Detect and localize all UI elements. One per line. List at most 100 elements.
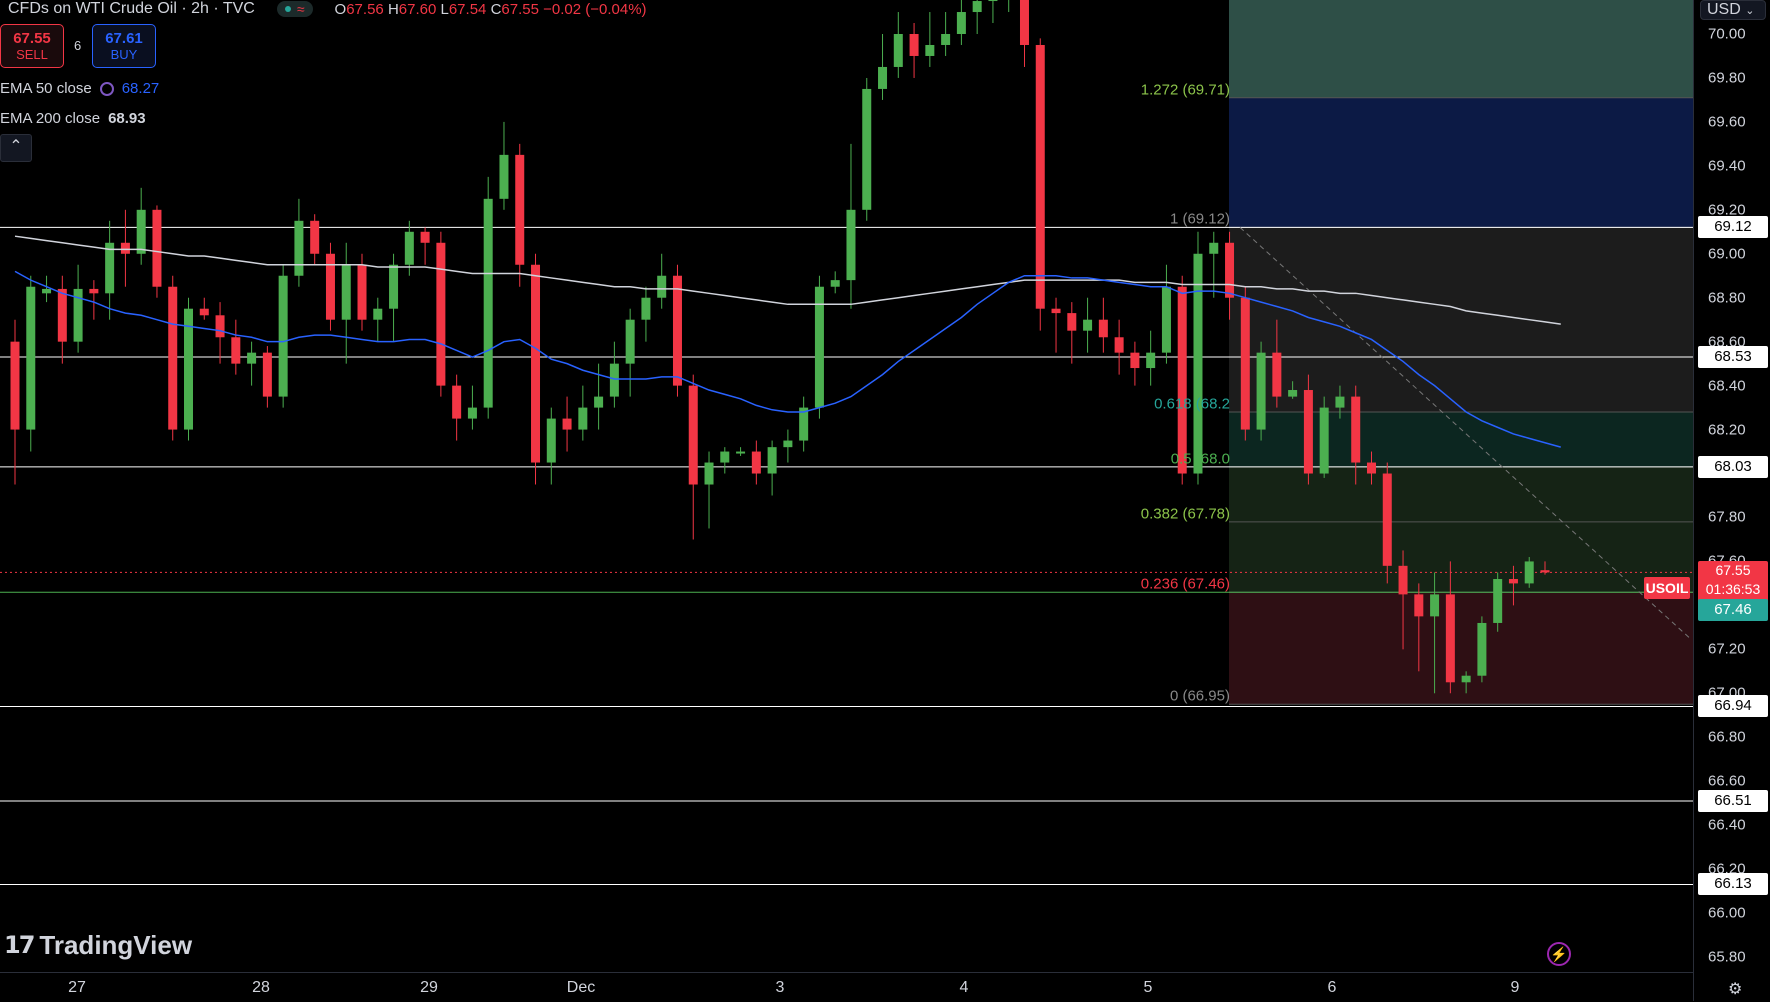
candle-body (1477, 622, 1487, 676)
brand-name: TradingView (39, 930, 193, 960)
price-tick: 67.20 (1708, 640, 1746, 658)
candle-body (909, 34, 919, 56)
candle-body (1083, 319, 1093, 331)
candle-body (10, 341, 20, 430)
fib-label: 0 (66.95) (1169, 687, 1230, 705)
candle-body (1240, 297, 1250, 430)
candle-body (420, 231, 430, 243)
price-tick: 69.60 (1708, 113, 1746, 131)
loading-icon (99, 81, 114, 96)
price-tick: 65.80 (1708, 948, 1746, 966)
candle-body (1193, 253, 1203, 474)
fib-band (1229, 97, 1693, 228)
candle-body (325, 253, 335, 320)
buy-label: BUY (110, 47, 138, 62)
candle-body (956, 12, 966, 34)
settings-gear-icon[interactable]: ⚙ (1728, 981, 1743, 998)
time-tick: 29 (420, 979, 438, 996)
chevron-down-icon: ⌄ (1745, 5, 1755, 17)
candle-body (1540, 570, 1550, 573)
candle-body (1225, 242, 1235, 298)
level-price-label: 69.12 (1698, 216, 1768, 239)
ema200-label: EMA 200 close (0, 110, 101, 127)
ema200-legend[interactable]: EMA 200 close 68.93 (0, 110, 146, 127)
price-tick: 66.40 (1708, 816, 1746, 834)
fib-label: 0.5 (68.0 (1170, 450, 1230, 468)
price-tick: 69.00 (1708, 245, 1746, 263)
candle-body (483, 198, 493, 408)
candle-body (1382, 473, 1392, 566)
candle-body (515, 154, 525, 265)
candle-body (215, 315, 225, 338)
fib-label: 0.382 (67.78) (1140, 505, 1230, 523)
candle-body (73, 288, 83, 342)
candle-body (1067, 313, 1077, 331)
time-axis[interactable]: 27 28 29 Dec 3 4 5 6 9 (0, 972, 1693, 1002)
buy-button[interactable]: 67.61 BUY (92, 24, 156, 68)
time-tick: 3 (775, 979, 785, 996)
flash-icon[interactable]: ⚡ (1547, 942, 1571, 966)
sell-label: SELL (16, 47, 48, 62)
level-price-label: 66.94 (1698, 695, 1768, 718)
tradingview-mark-icon: 𝟭𝟳 (4, 932, 35, 959)
time-tick: 4 (959, 979, 969, 996)
candle-body (120, 242, 130, 254)
candle-body (830, 280, 840, 287)
ema200-line (14, 235, 1561, 325)
candle-body (1051, 308, 1061, 314)
candle-body (1493, 579, 1503, 623)
symbol-title[interactable]: CFDs on WTI Crude Oil · 2h · TVC (8, 0, 255, 17)
ema50-label: EMA 50 close (0, 80, 92, 97)
candle-body (988, 0, 998, 2)
candle-body (199, 308, 209, 316)
candle-body (467, 407, 477, 419)
candle-body (1177, 286, 1187, 474)
candle-body (452, 385, 462, 419)
candle-body (736, 451, 746, 454)
candle-body (1398, 565, 1408, 595)
fib-band (1229, 0, 1693, 98)
sell-button[interactable]: 67.55 SELL (0, 24, 64, 68)
price-axis[interactable]: 70.00 69.80 69.60 69.40 69.20 69.00 68.80 68.60… (1693, 0, 1770, 1001)
ema50-legend[interactable]: EMA 50 close 68.27 (0, 80, 159, 97)
candle-body (846, 209, 856, 281)
time-tick: Dec (566, 979, 596, 996)
tradingview-logo[interactable]: 𝟭𝟳 TradingView (4, 930, 192, 961)
candle-body (404, 231, 414, 265)
market-status-badge[interactable]: ≈ (276, 1, 313, 17)
currency-select[interactable]: USD ⌄ (1700, 0, 1766, 20)
candle-body (57, 288, 67, 342)
candle-body (609, 363, 619, 397)
price-tick: 66.60 (1708, 772, 1746, 790)
candle-body (1445, 594, 1455, 683)
candle-body (278, 275, 288, 397)
collapse-legend-button[interactable]: ⌃ (0, 134, 32, 162)
candle-body (783, 440, 793, 448)
change-value: −0.02 (−0.04%) (543, 0, 647, 18)
candle-body (625, 319, 635, 364)
price-tick: 66.00 (1708, 904, 1746, 922)
price-tick: 68.20 (1708, 421, 1746, 439)
candle-body (1209, 242, 1219, 254)
sell-price: 67.55 (13, 30, 51, 47)
time-tick: 27 (68, 979, 86, 996)
candle-body (594, 396, 604, 408)
candle-body (1256, 352, 1266, 430)
candle-body (1430, 594, 1440, 617)
candle-body (310, 220, 320, 254)
chevron-up-icon: ⌃ (9, 138, 23, 155)
fib-band (1229, 521, 1693, 593)
candle-body (1524, 561, 1534, 584)
fib-band (1229, 411, 1693, 467)
candle-body (136, 209, 146, 254)
fib-band (1229, 592, 1693, 705)
ema50-value: 68.27 (121, 80, 160, 97)
current-price-value: 67.55 (1715, 562, 1751, 579)
candle-body (247, 352, 257, 364)
candle-body (941, 34, 951, 45)
buy-price: 67.61 (105, 30, 143, 47)
candle-body (152, 209, 162, 287)
candle-body (799, 407, 809, 441)
candle-body (1351, 396, 1361, 463)
